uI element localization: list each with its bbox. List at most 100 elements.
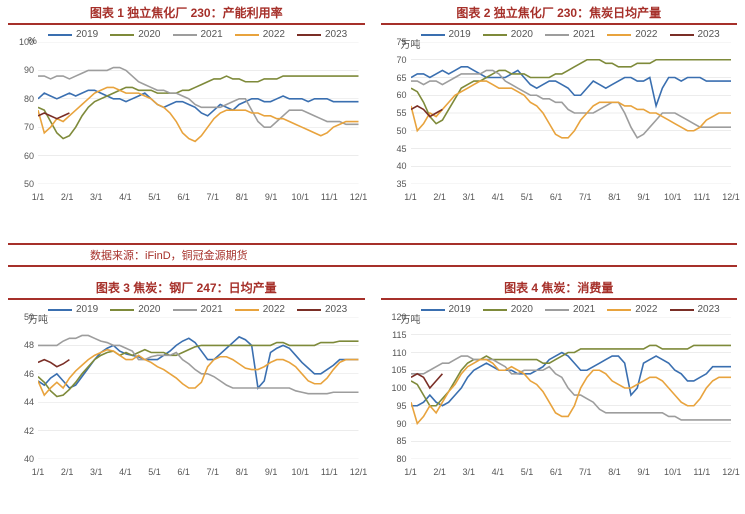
legend-item: 2022: [607, 304, 657, 315]
x-tick: 3/1: [463, 192, 476, 202]
x-tick: 1/1: [404, 192, 417, 202]
y-tick: 40: [24, 454, 34, 464]
series-2023: [38, 360, 69, 367]
x-tick: 3/1: [90, 467, 103, 477]
legend-swatch: [235, 309, 259, 311]
title-rule: [8, 23, 365, 25]
title-rule: [8, 298, 365, 300]
x-tick: 12/1: [350, 467, 368, 477]
x-tick: 4/1: [492, 467, 505, 477]
legend-label: 2022: [635, 29, 657, 40]
y-tick: 75: [396, 37, 406, 47]
x-tick: 6/1: [177, 192, 190, 202]
x-tick: 12/1: [722, 467, 740, 477]
x-axis: 1/12/13/14/15/16/17/18/19/110/111/112/1: [411, 186, 732, 202]
legend-swatch: [297, 34, 321, 36]
legend-swatch: [110, 34, 134, 36]
y-tick: 90: [24, 65, 34, 75]
x-tick: 5/1: [148, 192, 161, 202]
plot-wrap: 4042444648501/12/13/14/15/16/17/18/19/11…: [8, 317, 365, 477]
x-tick: 11/1: [693, 467, 710, 477]
x-tick: 6/1: [550, 467, 563, 477]
y-tick: 70: [24, 122, 34, 132]
series-2019: [411, 67, 732, 106]
x-tick: 9/1: [265, 467, 278, 477]
plot-area: [38, 42, 359, 184]
legend-swatch: [483, 34, 507, 36]
x-tick: 3/1: [463, 467, 476, 477]
chart-title: 图表 3 焦炭：钢厂 247：日均产量: [8, 279, 365, 296]
x-tick: 2/1: [433, 467, 446, 477]
chart-3: 图表 3 焦炭：钢厂 247：日均产量20192020202120222023万…: [0, 275, 373, 514]
plot-area: [411, 42, 732, 184]
y-tick: 100: [391, 383, 406, 393]
x-tick: 11/1: [321, 192, 338, 202]
y-tick: 90: [396, 419, 406, 429]
x-tick: 3/1: [90, 192, 103, 202]
plot-area: [38, 317, 359, 459]
chart-grid: 图表 1 独立焦化厂 230：产能利用率 2019 2020 2021 2022 2023…: [0, 0, 745, 514]
legend-item: 2023: [297, 304, 347, 315]
series-2023: [38, 113, 69, 119]
legend-item: 2019: [421, 29, 471, 40]
y-tick: 120: [391, 312, 406, 322]
legend-label: 2019: [449, 29, 471, 40]
legend-swatch: [48, 309, 72, 311]
legend-swatch: [607, 34, 631, 36]
plot-wrap: 808590951001051101151201/12/13/14/15/16/…: [381, 317, 738, 477]
source-rule-top: [8, 243, 737, 245]
y-tick: 50: [396, 126, 406, 136]
y-axis: 5060708090100: [8, 42, 36, 184]
x-tick: 11/1: [693, 192, 710, 202]
y-axis: 404244464850: [8, 317, 36, 459]
y-tick: 40: [396, 161, 406, 171]
chart-4: 图表 4 焦炭：消费量20192020202120222023万吨8085909…: [373, 275, 745, 514]
legend-swatch: [421, 34, 445, 36]
y-tick: 95: [396, 401, 406, 411]
x-tick: 6/1: [177, 467, 190, 477]
x-axis: 1/12/13/14/15/16/17/18/19/110/111/112/1: [38, 461, 359, 477]
source-rule-bottom: [8, 265, 737, 267]
x-tick: 5/1: [521, 467, 534, 477]
legend-item: 2020: [110, 29, 160, 40]
chart-title: 图表 4 焦炭：消费量: [381, 279, 738, 296]
y-axis: 354045505560657075: [381, 42, 409, 184]
legend-label: 2023: [698, 304, 720, 315]
legend-swatch: [670, 34, 694, 36]
y-tick: 100: [19, 37, 34, 47]
y-tick: 55: [396, 108, 406, 118]
chart-title: 图表 1 独立焦化厂 230：产能利用率: [8, 4, 365, 21]
legend-label: 2020: [511, 304, 533, 315]
y-tick: 42: [24, 426, 34, 436]
legend-label: 2019: [76, 29, 98, 40]
chart-2: 图表 2 独立焦化厂 230：焦炭日均产量2019202020212022202…: [373, 0, 745, 239]
x-axis: 1/12/13/14/15/16/17/18/19/110/111/112/1: [411, 461, 732, 477]
legend-swatch: [421, 309, 445, 311]
series-2020: [38, 76, 359, 138]
legend: 20192020202120222023: [48, 29, 365, 40]
legend: 20192020202120222023: [421, 29, 738, 40]
x-tick: 8/1: [608, 192, 621, 202]
legend-label: 2021: [201, 304, 223, 315]
x-tick: 9/1: [637, 467, 650, 477]
y-tick: 85: [396, 436, 406, 446]
x-tick: 7/1: [207, 467, 220, 477]
source-row: 数据来源：iFinD，铜冠金源期货: [0, 239, 745, 275]
x-tick: 7/1: [579, 467, 592, 477]
x-axis: 1/12/13/14/15/16/17/18/19/110/111/112/1: [38, 186, 359, 202]
legend-item: 2023: [670, 29, 720, 40]
plot-wrap: 50607080901001/12/13/14/15/16/17/18/19/1…: [8, 42, 365, 202]
y-tick: 50: [24, 312, 34, 322]
legend-label: 2023: [325, 304, 347, 315]
x-tick: 6/1: [550, 192, 563, 202]
y-tick: 110: [392, 348, 406, 358]
source-text: 数据来源：iFinD，铜冠金源期货: [90, 247, 745, 263]
legend-swatch: [235, 34, 259, 36]
legend-label: 2020: [511, 29, 533, 40]
y-tick: 70: [396, 55, 406, 65]
x-tick: 9/1: [265, 192, 278, 202]
y-tick: 48: [24, 340, 34, 350]
y-tick: 50: [24, 179, 34, 189]
legend-swatch: [110, 309, 134, 311]
y-tick: 60: [24, 151, 34, 161]
